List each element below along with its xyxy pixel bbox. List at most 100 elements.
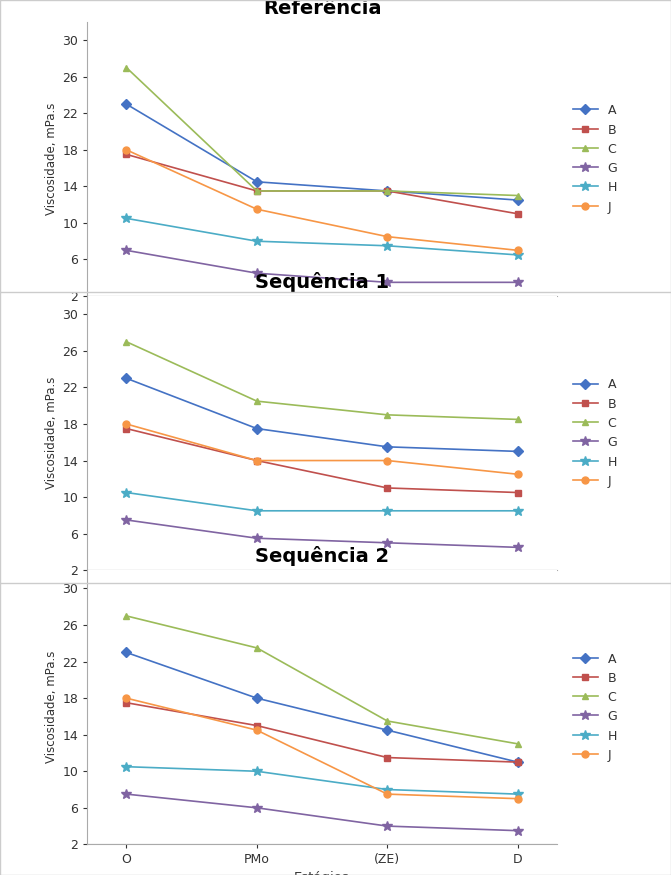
Title: Referência: Referência	[263, 0, 381, 18]
B	[122, 424, 130, 434]
A	[253, 424, 261, 434]
G	[122, 514, 130, 525]
C	[253, 642, 261, 653]
J	[122, 419, 130, 430]
C	[253, 396, 261, 406]
G	[122, 789, 130, 800]
J	[514, 794, 522, 804]
J	[383, 789, 391, 800]
H	[514, 789, 522, 800]
A	[514, 195, 522, 206]
J	[253, 455, 261, 466]
Line: B: B	[123, 699, 521, 766]
Title: Sequência 1: Sequência 1	[255, 272, 389, 291]
B	[122, 149, 130, 159]
X-axis label: Estágios: Estágios	[294, 597, 350, 609]
B	[253, 720, 261, 731]
Line: J: J	[123, 146, 521, 254]
A	[514, 446, 522, 457]
A	[514, 757, 522, 767]
Line: H: H	[121, 762, 523, 799]
X-axis label: Estágios: Estágios	[294, 322, 350, 335]
C	[514, 414, 522, 424]
Line: A: A	[123, 649, 521, 766]
Legend: A, B, C, G, H, J: A, B, C, G, H, J	[568, 648, 622, 766]
Line: G: G	[121, 789, 523, 836]
G	[383, 537, 391, 548]
Y-axis label: Viscosidade, mPa.s: Viscosidade, mPa.s	[45, 377, 58, 489]
Line: G: G	[121, 246, 523, 287]
C	[122, 611, 130, 621]
J	[383, 455, 391, 466]
G	[122, 245, 130, 256]
A	[122, 373, 130, 383]
H	[122, 761, 130, 772]
Y-axis label: Viscosidade, mPa.s: Viscosidade, mPa.s	[45, 102, 58, 215]
J	[383, 231, 391, 242]
J	[514, 469, 522, 480]
Line: A: A	[123, 101, 521, 204]
G	[514, 542, 522, 553]
Line: G: G	[121, 515, 523, 552]
Line: C: C	[123, 339, 521, 423]
B	[383, 752, 391, 763]
Line: C: C	[123, 612, 521, 747]
J	[514, 245, 522, 256]
G	[253, 802, 261, 813]
H	[383, 784, 391, 794]
B	[383, 186, 391, 196]
C	[383, 716, 391, 726]
A	[383, 724, 391, 735]
Y-axis label: Viscosidade, mPa.s: Viscosidade, mPa.s	[45, 651, 58, 764]
G	[514, 825, 522, 836]
G	[383, 821, 391, 831]
X-axis label: Estágios: Estágios	[294, 871, 350, 875]
A	[383, 442, 391, 452]
A	[122, 99, 130, 109]
B	[514, 208, 522, 219]
A	[253, 177, 261, 187]
Legend: A, B, C, G, H, J: A, B, C, G, H, J	[568, 374, 622, 493]
H	[514, 249, 522, 260]
C	[383, 410, 391, 420]
B	[514, 757, 522, 767]
C	[514, 190, 522, 200]
B	[514, 487, 522, 498]
Line: J: J	[123, 421, 521, 478]
Line: B: B	[123, 150, 521, 217]
H	[253, 506, 261, 516]
J	[253, 724, 261, 735]
A	[383, 186, 391, 196]
J	[122, 144, 130, 155]
J	[253, 204, 261, 214]
Line: A: A	[123, 374, 521, 455]
J	[122, 693, 130, 704]
H	[383, 241, 391, 251]
Line: B: B	[123, 425, 521, 496]
A	[253, 693, 261, 704]
B	[122, 697, 130, 708]
Line: J: J	[123, 695, 521, 802]
H	[253, 236, 261, 247]
A	[122, 648, 130, 658]
Line: H: H	[121, 487, 523, 515]
B	[253, 455, 261, 466]
H	[383, 506, 391, 516]
Legend: A, B, C, G, H, J: A, B, C, G, H, J	[568, 100, 622, 219]
Line: C: C	[123, 64, 521, 199]
G	[383, 277, 391, 288]
Line: H: H	[121, 214, 523, 260]
C	[122, 337, 130, 347]
C	[253, 186, 261, 196]
C	[122, 62, 130, 73]
C	[514, 738, 522, 749]
G	[253, 533, 261, 543]
G	[514, 277, 522, 288]
Title: Sequência 2: Sequência 2	[255, 546, 389, 566]
H	[514, 506, 522, 516]
H	[122, 214, 130, 224]
H	[253, 766, 261, 776]
C	[383, 186, 391, 196]
B	[383, 483, 391, 493]
H	[122, 487, 130, 498]
